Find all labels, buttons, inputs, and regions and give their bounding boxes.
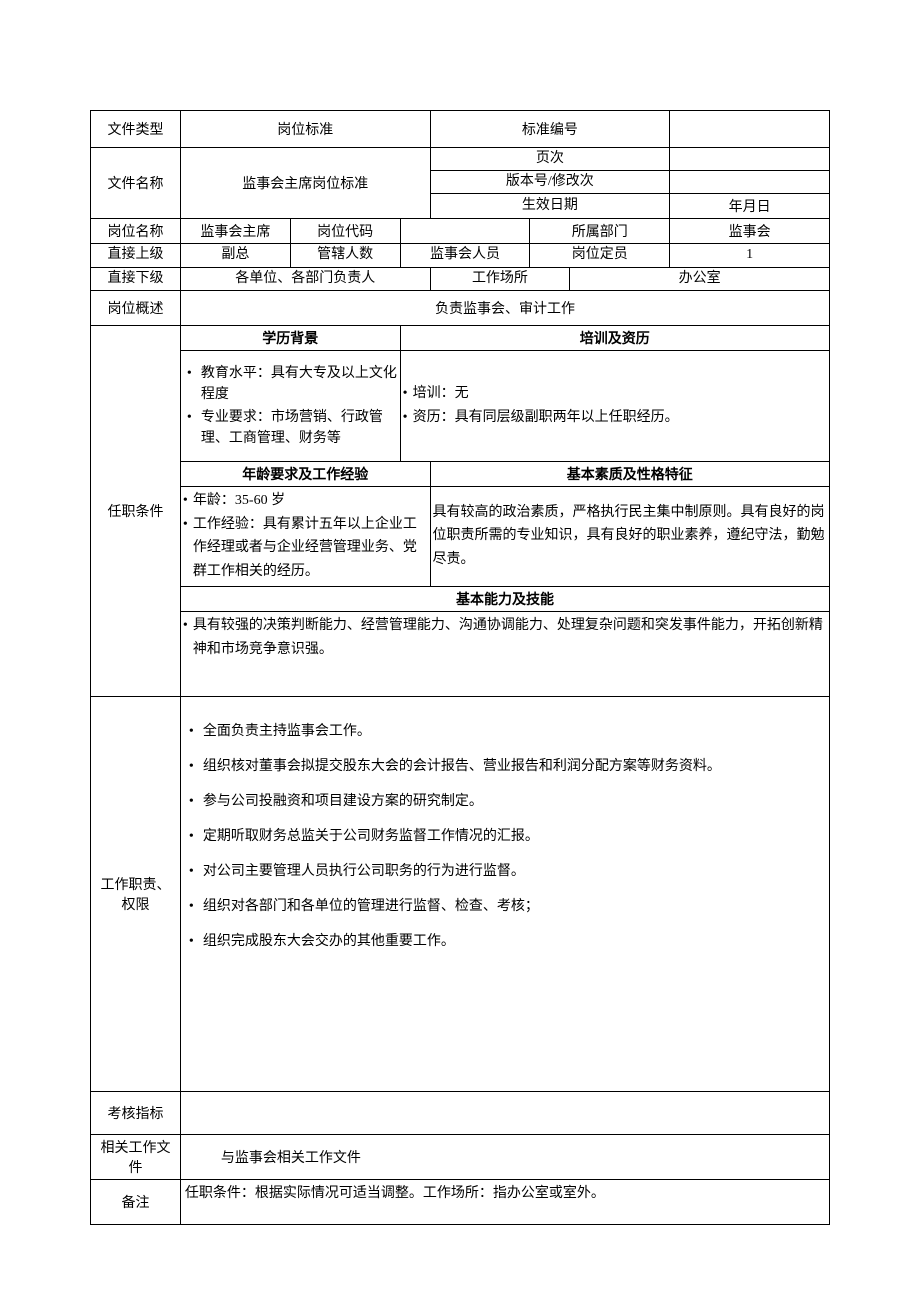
duty-item: 定期听取财务总监关于公司财务监督工作情况的汇报。	[185, 826, 825, 847]
training-item2: 资历：具有同层级副职两年以上任职经历。	[403, 406, 827, 430]
training-content: 培训：无 资历：具有同层级副职两年以上任职经历。	[400, 350, 829, 461]
manage-count-label: 管辖人数	[290, 244, 400, 267]
age-content: 年龄：35-60 岁 工作经验：具有累计五年以上企业工作经理或者与企业经营管理业…	[180, 486, 430, 586]
manage-count-value: 监事会人员	[400, 244, 530, 267]
page-label: 页次	[430, 148, 670, 171]
position-name-value: 监事会主席	[180, 219, 290, 244]
superior-value: 副总	[180, 244, 290, 267]
duty-item: 组织对各部门和各单位的管理进行监督、检查、考核；	[185, 896, 825, 917]
duties-label: 工作职责、权限	[91, 696, 181, 1091]
std-no-label: 标准编号	[430, 111, 670, 148]
summary-label: 岗位概述	[91, 290, 181, 325]
workplace-label: 工作场所	[430, 267, 570, 290]
remarks-value: 任职条件：根据实际情况可适当调整。工作场所：指办公室或室外。	[180, 1179, 829, 1224]
std-no-value	[670, 111, 830, 148]
file-name-value: 监事会主席岗位标准	[180, 148, 430, 219]
duty-item: 参与公司投融资和项目建设方案的研究制定。	[185, 791, 825, 812]
position-code-label: 岗位代码	[290, 219, 400, 244]
training-item1: 培训：无	[403, 382, 827, 406]
job-standard-table: 文件类型 岗位标准 标准编号 文件名称 监事会主席岗位标准 页次 版本号/修改次…	[90, 110, 830, 1225]
edu-header: 学历背景	[180, 325, 400, 350]
assessment-label: 考核指标	[91, 1091, 181, 1134]
duties-content: 全面负责主持监事会工作。 组织核对董事会拟提交股东大会的会计报告、营业报告和利润…	[180, 696, 829, 1091]
age-header: 年龄要求及工作经验	[180, 461, 430, 486]
position-name-label: 岗位名称	[91, 219, 181, 244]
edu-content: 教育水平：具有大专及以上文化程度 专业要求：市场营销、行政管理、工商管理、财务等	[180, 350, 400, 461]
quota-value: 1	[670, 244, 830, 267]
file-type-value: 岗位标准	[180, 111, 430, 148]
duties-list: 全面负责主持监事会工作。 组织核对董事会拟提交股东大会的会计报告、营业报告和利润…	[185, 721, 825, 952]
skill-header: 基本能力及技能	[180, 586, 829, 611]
remarks-label: 备注	[91, 1179, 181, 1224]
workplace-value: 办公室	[570, 267, 830, 290]
summary-value: 负责监事会、审计工作	[180, 290, 829, 325]
related-docs-value: 与监事会相关工作文件	[180, 1134, 829, 1179]
training-header: 培训及资历	[400, 325, 829, 350]
version-value	[670, 171, 830, 194]
edu-item2: 专业要求：市场营销、行政管理、工商管理、财务等	[183, 407, 398, 449]
skill-content: 具有较强的决策判断能力、经营管理能力、沟通协调能力、处理复杂问题和突发事件能力，…	[180, 611, 829, 696]
edu-item1: 教育水平：具有大专及以上文化程度	[183, 363, 398, 405]
dept-value: 监事会	[670, 219, 830, 244]
related-docs-label: 相关工作文件	[91, 1134, 181, 1179]
duty-item: 组织完成股东大会交办的其他重要工作。	[185, 931, 825, 952]
file-type-label: 文件类型	[91, 111, 181, 148]
skill-text: 具有较强的决策判断能力、经营管理能力、沟通协调能力、处理复杂问题和突发事件能力，…	[183, 614, 827, 662]
duty-item: 对公司主要管理人员执行公司职务的行为进行监督。	[185, 861, 825, 882]
dept-label: 所属部门	[530, 219, 670, 244]
subordinate-value: 各单位、各部门负责人	[180, 267, 430, 290]
qualifications-label: 任职条件	[91, 325, 181, 696]
quota-label: 岗位定员	[530, 244, 670, 267]
superior-label: 直接上级	[91, 244, 181, 267]
assessment-value	[180, 1091, 829, 1134]
page-value	[670, 148, 830, 171]
quality-content: 具有较高的政治素质，严格执行民主集中制原则。具有良好的岗位职责所需的专业知识，具…	[430, 486, 829, 586]
version-label: 版本号/修改次	[430, 171, 670, 194]
quality-header: 基本素质及性格特征	[430, 461, 829, 486]
age-item1: 年龄：35-60 岁	[183, 489, 428, 513]
age-item2: 工作经验：具有累计五年以上企业工作经理或者与企业经营管理业务、党群工作相关的经历…	[183, 513, 428, 584]
duty-item: 组织核对董事会拟提交股东大会的会计报告、营业报告和利润分配方案等财务资料。	[185, 756, 825, 777]
subordinate-label: 直接下级	[91, 267, 181, 290]
file-name-label: 文件名称	[91, 148, 181, 219]
duty-item: 全面负责主持监事会工作。	[185, 721, 825, 742]
effective-label: 生效日期	[430, 194, 670, 219]
position-code-value	[400, 219, 530, 244]
effective-value: 年月日	[670, 194, 830, 219]
